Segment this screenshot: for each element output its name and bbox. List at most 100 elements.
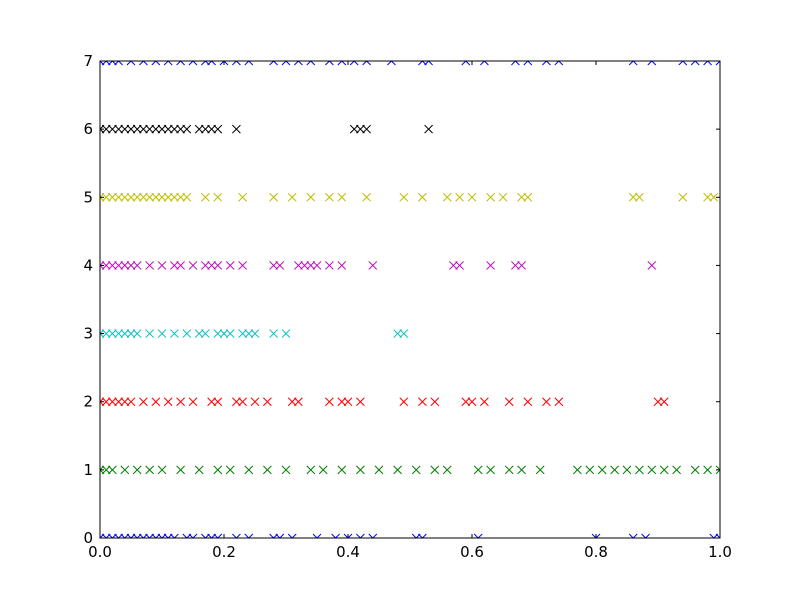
marker-stroke	[421, 61, 427, 66]
marker-stroke	[176, 465, 185, 475]
marker-stroke	[139, 397, 148, 407]
marker-stroke	[213, 192, 223, 202]
point	[486, 192, 495, 202]
point	[163, 192, 173, 202]
marker-stroke	[105, 61, 111, 66]
marker-stroke	[126, 533, 132, 538]
marker-stroke	[101, 124, 111, 134]
marker-stroke	[201, 533, 207, 538]
point	[418, 397, 427, 407]
y-tick-label: 0	[83, 529, 93, 547]
point	[100, 192, 105, 202]
marker-stroke	[219, 61, 225, 66]
point	[132, 329, 142, 338]
marker-stroke	[306, 465, 316, 475]
point	[132, 192, 142, 202]
marker-stroke	[126, 397, 136, 407]
point	[176, 397, 185, 407]
point	[114, 61, 123, 66]
point	[151, 124, 161, 134]
marker-stroke	[473, 465, 483, 475]
point	[294, 397, 303, 407]
point	[703, 465, 712, 475]
point	[108, 192, 117, 202]
point	[101, 465, 111, 475]
marker-stroke	[139, 124, 148, 134]
marker-stroke	[114, 261, 123, 270]
marker-stroke	[120, 261, 130, 270]
point	[126, 533, 136, 538]
point	[120, 261, 130, 270]
point	[337, 397, 347, 407]
point	[170, 533, 179, 538]
point	[163, 124, 173, 134]
marker-stroke	[706, 61, 712, 66]
point	[101, 124, 111, 134]
point	[126, 329, 136, 338]
point	[424, 61, 433, 66]
point	[182, 192, 192, 202]
point	[511, 261, 520, 270]
marker-stroke	[201, 329, 210, 338]
marker-stroke	[201, 61, 207, 66]
point	[170, 192, 179, 202]
marker-stroke	[170, 329, 179, 338]
marker-stroke	[275, 261, 285, 270]
point	[182, 329, 192, 338]
point	[368, 261, 378, 270]
marker-stroke	[101, 261, 111, 270]
marker-stroke	[244, 61, 250, 66]
marker-stroke	[182, 124, 192, 134]
marker-stroke	[356, 465, 365, 475]
marker-stroke	[120, 533, 126, 538]
marker-stroke	[145, 329, 154, 338]
marker-stroke	[374, 465, 384, 475]
point	[108, 329, 117, 338]
marker-stroke	[279, 533, 285, 538]
point	[120, 124, 130, 134]
marker-stroke	[111, 61, 117, 66]
point	[132, 261, 142, 270]
marker-stroke	[473, 533, 479, 538]
marker-stroke	[393, 329, 402, 338]
x-tick-label: 0.0	[88, 543, 112, 561]
point	[659, 397, 669, 407]
point	[188, 261, 198, 270]
marker-stroke	[372, 533, 378, 538]
point	[455, 192, 464, 202]
x-tick-label: 0.6	[460, 543, 484, 561]
marker-stroke	[157, 192, 167, 202]
marker-stroke	[591, 533, 597, 538]
marker-stroke	[219, 329, 229, 338]
point	[337, 192, 347, 202]
marker-stroke	[114, 397, 123, 407]
point	[139, 61, 148, 66]
marker-stroke	[145, 533, 151, 538]
point	[312, 533, 322, 538]
marker-stroke	[337, 465, 347, 475]
point	[628, 61, 638, 66]
point	[306, 192, 316, 202]
point	[690, 61, 700, 66]
marker-stroke	[362, 124, 371, 134]
marker-stroke	[641, 533, 647, 538]
marker-stroke	[353, 61, 359, 66]
point	[120, 192, 130, 202]
marker-stroke	[635, 192, 644, 202]
marker-stroke	[328, 61, 334, 66]
point	[511, 61, 520, 66]
marker-stroke	[418, 192, 427, 202]
point	[418, 533, 427, 538]
marker-stroke	[356, 397, 365, 407]
marker-stroke	[105, 533, 111, 538]
marker-stroke	[343, 397, 353, 407]
marker-stroke	[100, 128, 105, 134]
marker-stroke	[225, 465, 235, 475]
marker-stroke	[213, 329, 223, 338]
marker-stroke	[294, 61, 300, 66]
marker-stroke	[244, 329, 254, 338]
marker-stroke	[163, 397, 173, 407]
point	[356, 465, 365, 475]
marker-stroke	[545, 61, 551, 66]
marker-stroke	[244, 533, 250, 538]
